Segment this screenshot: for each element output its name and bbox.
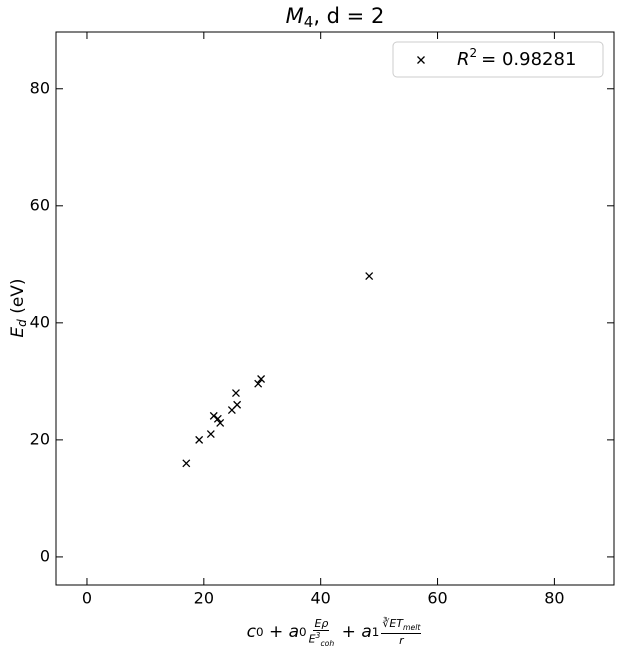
- point: [213, 414, 222, 423]
- y-tick-label: 20: [30, 429, 50, 448]
- xl-frac: ∛ETmelt r: [381, 617, 422, 647]
- x-tick-label: 0: [82, 589, 92, 608]
- title-sub: 4: [304, 13, 314, 31]
- xl: 3: [315, 630, 321, 640]
- point: [233, 400, 242, 409]
- xl-den: E3coh: [309, 631, 335, 648]
- x-tick-label: 60: [427, 589, 447, 608]
- legend-sup: 2: [470, 46, 478, 60]
- point: [182, 459, 191, 468]
- xl: c: [246, 622, 256, 642]
- ylabel-sub: d: [15, 319, 29, 327]
- point: [257, 375, 266, 383]
- point: [232, 389, 240, 398]
- xl-frac: Eρ E3coh: [309, 617, 335, 648]
- xl: 0: [299, 625, 307, 639]
- xl: a: [361, 622, 372, 642]
- xl: 0: [255, 625, 264, 639]
- point: [206, 430, 215, 438]
- legend-marker: [417, 56, 425, 64]
- y-tick-label: 60: [30, 195, 50, 214]
- y-tick-label: 80: [30, 78, 50, 97]
- x-tick-label: 80: [544, 589, 564, 608]
- xl-num: ∛ETmelt: [381, 617, 422, 634]
- xl: coh: [320, 638, 335, 648]
- xl: melt: [403, 623, 421, 633]
- y-tick-label: 40: [30, 312, 50, 331]
- xl: +: [268, 622, 284, 642]
- title-rest: , d = 2: [313, 4, 384, 28]
- point: [209, 411, 218, 420]
- x-tick-label: 40: [311, 589, 331, 608]
- point: [195, 435, 204, 444]
- plot-frame: [55, 31, 615, 586]
- xl: T: [396, 617, 404, 631]
- legend-box: [392, 41, 604, 78]
- xl: a: [288, 622, 300, 642]
- legend-rest: = 0.98281: [481, 49, 576, 70]
- ylabel-rest: (eV): [8, 278, 28, 319]
- xl: Eρ: [313, 616, 330, 631]
- ylabel-var: E: [8, 327, 28, 338]
- point: [365, 272, 374, 280]
- xl: ∛E: [382, 617, 397, 631]
- y-tick-label: 0: [40, 546, 50, 565]
- y-axis-label: Ed (eV): [8, 278, 29, 337]
- legend-var: R: [457, 49, 470, 70]
- xl: 1: [371, 625, 380, 639]
- xl: +: [341, 622, 356, 642]
- xl: E: [308, 632, 316, 646]
- title-var: M: [286, 4, 304, 28]
- point: [216, 418, 225, 427]
- legend-label: R2 = 0.98281: [457, 46, 576, 71]
- point: [254, 379, 263, 388]
- x-tick-label: 20: [194, 589, 214, 608]
- xl: r: [399, 633, 404, 647]
- chart-title: M4, d = 2: [286, 4, 385, 31]
